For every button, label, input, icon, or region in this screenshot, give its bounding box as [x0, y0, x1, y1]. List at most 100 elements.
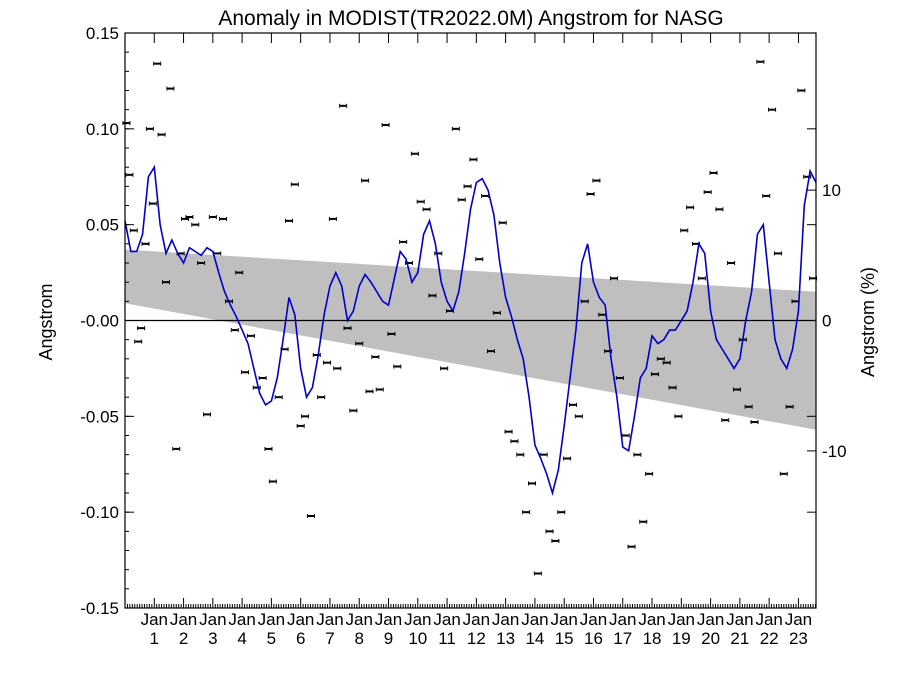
data-point [451, 126, 460, 131]
data-point [122, 121, 131, 126]
data-point [416, 199, 425, 204]
data-point [296, 423, 305, 428]
x-tick-month-label: Jan [375, 610, 402, 629]
data-point [191, 222, 200, 227]
data-point [504, 429, 513, 434]
x-tick-year-label: 18 [643, 629, 662, 648]
x-tick-year-label: 13 [496, 629, 515, 648]
data-point [527, 481, 536, 486]
x-tick-year-label: 5 [267, 629, 276, 648]
data-point [668, 385, 677, 390]
data-point [492, 310, 501, 315]
x-tick-year-label: 14 [525, 629, 544, 648]
x-tick-month-label: Jan [521, 610, 548, 629]
data-point [148, 201, 157, 206]
x-tick-month-label: Jan [492, 610, 519, 629]
data-point [137, 326, 146, 331]
data-point [586, 192, 595, 196]
data-point [399, 239, 408, 244]
data-point [284, 218, 293, 223]
smoothed-series-line [124, 164, 817, 496]
data-point [290, 182, 299, 187]
data-point [274, 395, 283, 400]
y-tick-label: -0.00 [80, 312, 119, 331]
data-point [355, 341, 364, 346]
x-tick-year-label: 20 [701, 629, 720, 648]
data-point [258, 376, 267, 380]
x-tick-month-label: Jan [668, 610, 695, 629]
x-tick-month-label: Jan [316, 610, 343, 629]
data-point [592, 178, 601, 183]
x-tick-year-label: 1 [150, 629, 159, 648]
data-point [172, 446, 181, 451]
data-point [166, 86, 175, 91]
x-tick-year-label: 9 [384, 629, 393, 648]
y2-tick-label: 10 [822, 181, 841, 200]
x-axis: Jan1Jan2Jan3Jan4Jan5Jan6Jan7Jan8Jan9Jan1… [126, 33, 817, 648]
data-point [125, 172, 134, 177]
data-point [145, 126, 154, 131]
x-tick-month-label: Jan [199, 610, 226, 629]
data-point [208, 215, 217, 219]
data-point [674, 414, 683, 419]
x-tick-month-label: Jan [258, 610, 285, 629]
data-point [333, 366, 342, 371]
x-tick-year-label: 11 [438, 629, 456, 648]
data-point [475, 257, 484, 262]
trend-band [125, 249, 816, 430]
data-point [371, 354, 380, 359]
data-point [750, 420, 759, 425]
data-point [510, 439, 519, 444]
y-tick-label: 0.05 [86, 216, 119, 235]
data-point [440, 366, 449, 371]
data-point [680, 228, 689, 233]
data-point [361, 178, 370, 183]
data-point [328, 216, 337, 221]
x-tick-month-label: Jan [609, 610, 636, 629]
x-tick-year-label: 23 [789, 629, 808, 648]
data-point [732, 387, 741, 392]
data-point [264, 446, 273, 451]
x-tick-month-label: Jan [550, 610, 577, 629]
data-point [627, 544, 636, 549]
x-tick-year-label: 17 [613, 629, 632, 648]
data-point [387, 331, 396, 336]
data-point [756, 59, 765, 64]
data-point [686, 205, 695, 210]
y2-tick-label: -10 [822, 442, 847, 461]
data-point [650, 372, 659, 377]
x-tick-year-label: 12 [467, 629, 486, 648]
x-tick-month-label: Jan [697, 610, 724, 629]
x-tick-year-label: 2 [179, 629, 188, 648]
data-point [697, 276, 706, 281]
data-point [721, 418, 730, 423]
x-tick-year-label: 16 [584, 629, 603, 648]
x-tick-month-label: Jan [141, 610, 168, 629]
x-tick-year-label: 4 [237, 629, 246, 648]
data-point [306, 514, 315, 518]
x-tick-year-label: 22 [760, 629, 779, 648]
data-point [563, 456, 572, 461]
y2-tick-label: 0 [822, 312, 831, 331]
data-point [773, 251, 782, 256]
data-point [185, 215, 194, 219]
data-point [410, 151, 419, 156]
data-point [422, 207, 431, 212]
data-point [339, 103, 348, 108]
y-tick-label: -0.15 [80, 599, 119, 618]
data-point [235, 270, 244, 275]
x-tick-month-label: Jan [346, 610, 373, 629]
data-point [580, 299, 589, 304]
data-point [301, 414, 310, 419]
y-tick-label: 0.15 [86, 24, 119, 43]
data-point [153, 61, 162, 66]
data-point [393, 364, 402, 369]
data-point [744, 404, 753, 409]
y2-axis: 10 0 -10 [807, 181, 847, 461]
chart-title: Anomaly in MODIST(TR2022.0M) Angstrom fo… [218, 7, 723, 30]
data-point [428, 293, 437, 298]
data-point [498, 220, 507, 225]
data-point [615, 376, 624, 380]
data-point [134, 339, 143, 344]
x-tick-year-label: 21 [730, 629, 749, 648]
